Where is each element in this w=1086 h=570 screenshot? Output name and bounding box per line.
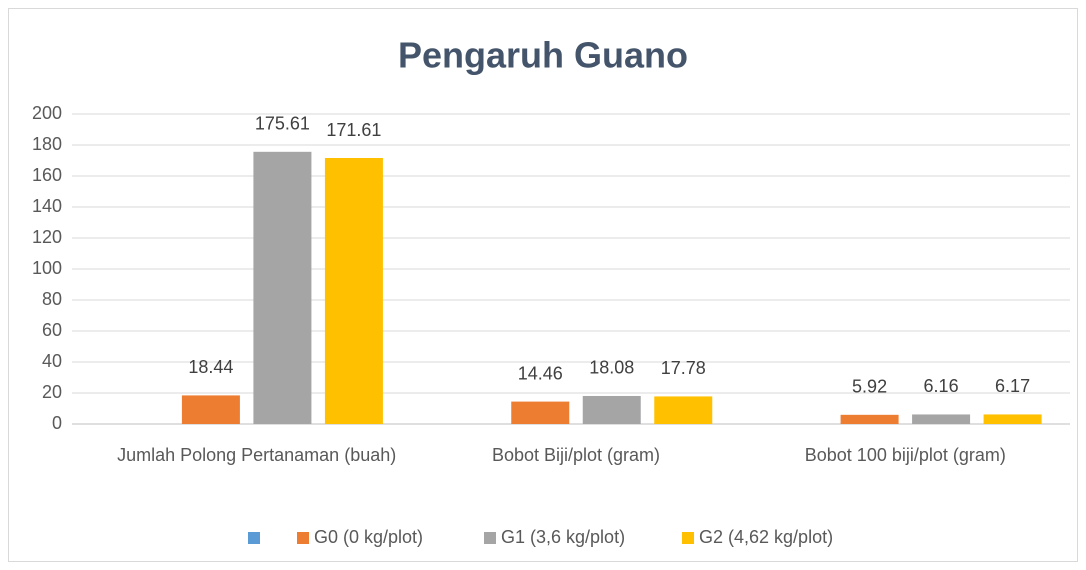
value-label: 18.08 [589, 358, 634, 378]
bar [324, 158, 383, 424]
bar [912, 414, 971, 424]
value-label: 14.46 [518, 363, 563, 383]
value-label: 18.44 [188, 357, 233, 377]
y-tick-label: 200 [32, 103, 62, 123]
x-tick-label: Jumlah Polong Pertanaman (buah) [117, 445, 397, 465]
value-label: 17.78 [661, 358, 706, 378]
bar [582, 395, 641, 424]
bar [654, 396, 713, 424]
y-tick-label: 40 [42, 351, 62, 371]
value-label: 6.17 [995, 376, 1030, 396]
bar [511, 401, 570, 424]
value-label: 6.16 [924, 376, 959, 396]
legend-swatch [682, 532, 694, 544]
chart-title: Pengaruh Guano [398, 35, 688, 76]
y-tick-label: 100 [32, 258, 62, 278]
y-tick-label: 160 [32, 165, 62, 185]
legend-swatch [484, 532, 496, 544]
value-label: 5.92 [852, 377, 887, 397]
bar [983, 414, 1042, 424]
value-label: 171.61 [326, 120, 381, 140]
y-tick-label: 180 [32, 134, 62, 154]
y-tick-label: 140 [32, 196, 62, 216]
legend-swatch [248, 532, 260, 544]
chart-border [8, 8, 1078, 562]
legend-swatch [297, 532, 309, 544]
bar [840, 414, 899, 424]
bar [181, 395, 240, 424]
value-label: 175.61 [255, 114, 310, 134]
y-tick-label: 80 [42, 289, 62, 309]
y-tick-label: 20 [42, 382, 62, 402]
legend-label: G1 (3,6 kg/plot) [501, 527, 625, 547]
x-tick-label: Bobot 100 biji/plot (gram) [804, 445, 1006, 465]
legend-label: G0 (0 kg/plot) [314, 527, 423, 547]
bar [253, 151, 312, 424]
legend-label: G2 (4,62 kg/plot) [699, 527, 833, 547]
y-tick-label: 120 [32, 227, 62, 247]
y-tick-label: 60 [42, 320, 62, 340]
x-tick-label: Bobot Biji/plot (gram) [491, 445, 661, 465]
y-tick-label: 0 [52, 413, 62, 433]
